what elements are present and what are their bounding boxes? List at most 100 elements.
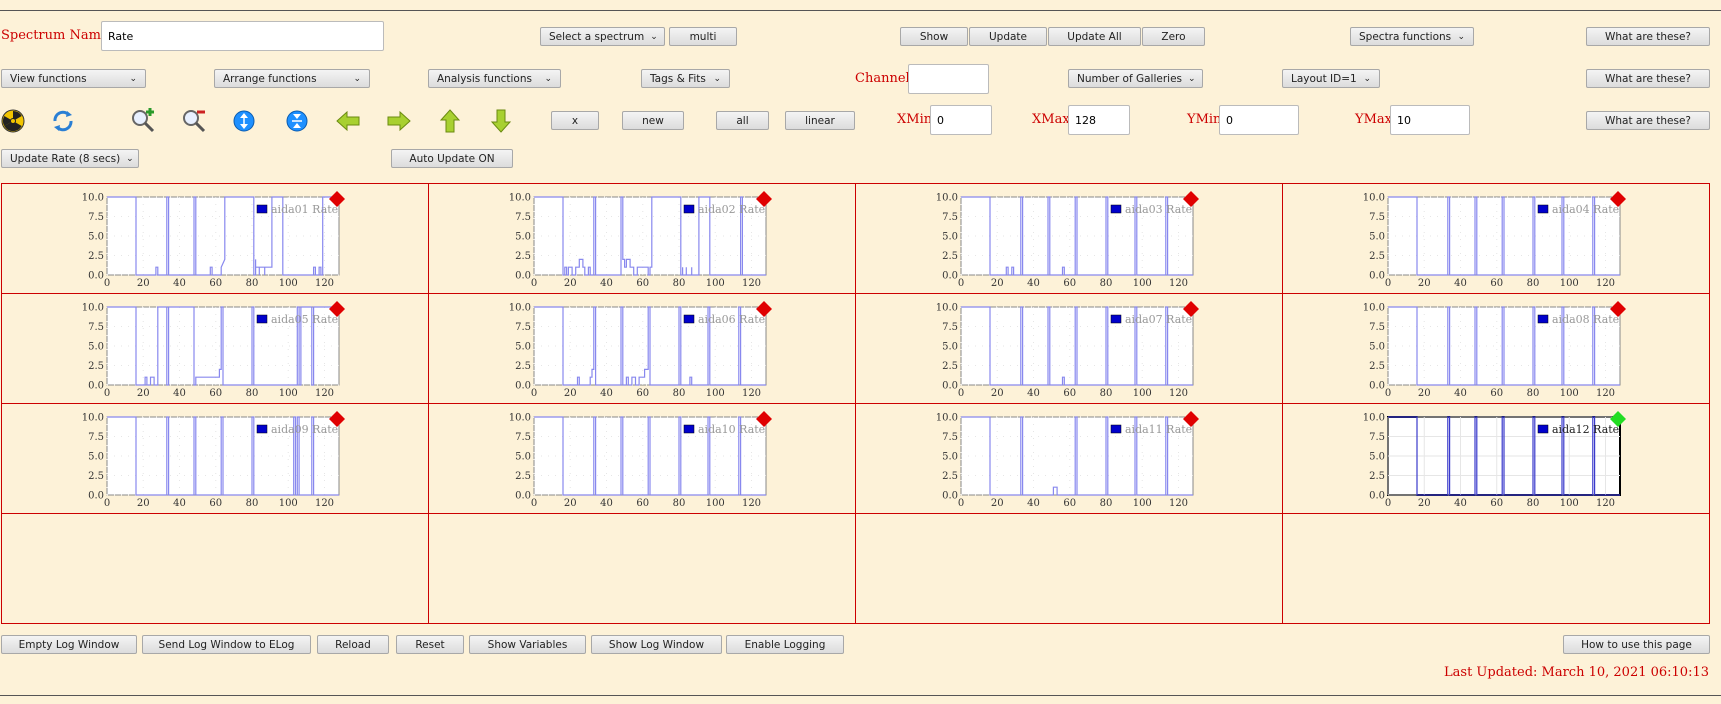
- gallery-cell[interactable]: 0 20 40 60 80 100 120 0.0 2.5 5.0 7.5 10.0 aida07 Ra…: [855, 293, 1283, 404]
- what-are-these-button-1[interactable]: What are these?: [1586, 27, 1710, 46]
- spectrum-chart[interactable]: 0 20 40 60 80 100 120 0.0 2.5 5.0 7.5 10.0 aida05 Ra…: [2, 294, 428, 403]
- zoom-out-icon[interactable]: [181, 108, 207, 134]
- zero-button[interactable]: Zero: [1142, 27, 1205, 46]
- ymax-input[interactable]: 10: [1390, 105, 1470, 135]
- layout-dropdown[interactable]: Layout ID=1 ⌄: [1282, 69, 1380, 88]
- arrow-right-icon[interactable]: [386, 108, 412, 134]
- y-tick-label: 2.5: [88, 471, 104, 482]
- enable-logging-button[interactable]: Enable Logging: [726, 635, 844, 654]
- how-to-use-button[interactable]: How to use this page: [1563, 635, 1710, 654]
- radiation-icon[interactable]: [0, 108, 26, 134]
- refresh-icon[interactable]: [50, 108, 76, 134]
- ymin-input[interactable]: 0: [1219, 105, 1299, 135]
- spectrum-chart[interactable]: 0 20 40 60 80 100 120 0.0 2.5 5.0 7.5 10.0 aida08 Ra…: [1283, 294, 1709, 403]
- channel-input[interactable]: [908, 64, 989, 94]
- spectrum-trace: [1388, 306, 1620, 386]
- spectrum-chart[interactable]: 0 20 40 60 80 100 120 0.0 2.5 5.0 7.5 10.0 aida12 Ra…: [1283, 404, 1709, 513]
- status-marker-icon[interactable]: [329, 191, 345, 207]
- gallery-cell[interactable]: 0 20 40 60 80 100 120 0.0 2.5 5.0 7.5 10.0 aida11 Ra…: [855, 403, 1283, 514]
- x-tick-label: 40: [1027, 278, 1040, 289]
- selected-marker-icon[interactable]: [1610, 411, 1626, 427]
- linear-button[interactable]: linear: [785, 111, 855, 130]
- status-marker-icon[interactable]: [329, 411, 345, 427]
- all-button[interactable]: all: [716, 111, 769, 130]
- what-are-these-button-2[interactable]: What are these?: [1586, 69, 1710, 88]
- xmax-input[interactable]: 128: [1068, 105, 1130, 135]
- status-marker-icon[interactable]: [1183, 191, 1199, 207]
- gallery-cell[interactable]: [428, 513, 856, 624]
- spectrum-chart[interactable]: 0 20 40 60 80 100 120 0.0 2.5 5.0 7.5 10.0 aida06 Ra…: [429, 294, 855, 403]
- update-rate-dropdown[interactable]: Update Rate (8 secs) ⌄: [1, 149, 139, 168]
- spectrum-name-input[interactable]: Rate: [101, 21, 384, 51]
- gallery-cell[interactable]: [1282, 513, 1710, 624]
- new-button[interactable]: new: [622, 111, 684, 130]
- status-marker-icon[interactable]: [1610, 301, 1626, 317]
- zoom-in-icon[interactable]: [130, 108, 156, 134]
- send-log-elog-button[interactable]: Send Log Window to ELog: [142, 635, 311, 654]
- x-tick-label: 80: [1527, 388, 1540, 399]
- gallery-cell[interactable]: 0 20 40 60 80 100 120 0.0 2.5 5.0 7.5 10.0 aida12 Ra…: [1282, 403, 1710, 514]
- spectrum-chart[interactable]: 0 20 40 60 80 100 120 0.0 2.5 5.0 7.5 10.0 aida10 Ra…: [429, 404, 855, 513]
- spectrum-chart[interactable]: 0 20 40 60 80 100 120 0.0 2.5 5.0 7.5 10.0 aida02 Ra…: [429, 184, 855, 293]
- gallery-cell[interactable]: 0 20 40 60 80 100 120 0.0 2.5 5.0 7.5 10.0 aida08 Ra…: [1282, 293, 1710, 404]
- gallery-cell[interactable]: 0 20 40 60 80 100 120 0.0 2.5 5.0 7.5 10.0 aida01 Ra…: [1, 183, 429, 294]
- gallery-cell[interactable]: 0 20 40 60 80 100 120 0.0 2.5 5.0 7.5 10.0 aida05 Ra…: [1, 293, 429, 404]
- show-variables-button[interactable]: Show Variables: [469, 635, 586, 654]
- gallery-cell[interactable]: 0 20 40 60 80 100 120 0.0 2.5 5.0 7.5 10.0 aida03 Ra…: [855, 183, 1283, 294]
- view-functions-dropdown[interactable]: View functions ⌄: [1, 69, 146, 88]
- status-marker-icon[interactable]: [1183, 411, 1199, 427]
- gallery-cell[interactable]: [1, 513, 429, 624]
- update-all-button[interactable]: Update All: [1048, 27, 1141, 46]
- arrow-down-icon[interactable]: [488, 108, 514, 134]
- auto-update-button[interactable]: Auto Update ON: [391, 149, 513, 168]
- gallery-cell[interactable]: 0 20 40 60 80 100 120 0.0 2.5 5.0 7.5 10.0 aida10 Ra…: [428, 403, 856, 514]
- status-marker-icon[interactable]: [756, 411, 772, 427]
- reload-button[interactable]: Reload: [317, 635, 389, 654]
- legend-swatch: [1537, 424, 1549, 434]
- spectrum-chart[interactable]: 0 20 40 60 80 100 120 0.0 2.5 5.0 7.5 10.0 aida11 Ra…: [856, 404, 1282, 513]
- gallery-cell[interactable]: 0 20 40 60 80 100 120 0.0 2.5 5.0 7.5 10.0 aida06 Ra…: [428, 293, 856, 404]
- xmin-input[interactable]: 0: [930, 105, 992, 135]
- galleries-dropdown[interactable]: Number of Galleries ⌄: [1068, 69, 1203, 88]
- x-tick-label: 100: [1560, 498, 1579, 509]
- reset-button[interactable]: Reset: [396, 635, 464, 654]
- x-tick-label: 100: [1133, 498, 1152, 509]
- status-marker-icon[interactable]: [1610, 191, 1626, 207]
- y-tick-label: 10.0: [82, 303, 104, 314]
- x-tick-label: 100: [1133, 278, 1152, 289]
- show-log-window-button[interactable]: Show Log Window: [591, 635, 722, 654]
- analysis-functions-dropdown[interactable]: Analysis functions ⌄: [428, 69, 561, 88]
- arrange-functions-label: Arrange functions: [223, 72, 317, 85]
- what-are-these-button-3[interactable]: What are these?: [1586, 111, 1710, 130]
- gallery-cell[interactable]: 0 20 40 60 80 100 120 0.0 2.5 5.0 7.5 10.0 aida04 Ra…: [1282, 183, 1710, 294]
- spectrum-chart[interactable]: 0 20 40 60 80 100 120 0.0 2.5 5.0 7.5 10.0 aida04 Ra…: [1283, 184, 1709, 293]
- status-marker-icon[interactable]: [756, 191, 772, 207]
- arrow-up-icon[interactable]: [437, 108, 463, 134]
- multi-button[interactable]: multi: [669, 27, 737, 46]
- gallery-cell[interactable]: 0 20 40 60 80 100 120 0.0 2.5 5.0 7.5 10.0 aida02 Ra…: [428, 183, 856, 294]
- gallery-cell[interactable]: 0 20 40 60 80 100 120 0.0 2.5 5.0 7.5 10.0 aida09 Ra…: [1, 403, 429, 514]
- expand-y-icon[interactable]: [231, 108, 257, 134]
- x-button[interactable]: x: [551, 111, 599, 130]
- gallery-cell[interactable]: [855, 513, 1283, 624]
- spectrum-chart[interactable]: 0 20 40 60 80 100 120 0.0 2.5 5.0 7.5 10.0 aida01 Ra…: [2, 184, 428, 293]
- arrange-functions-dropdown[interactable]: Arrange functions ⌄: [214, 69, 370, 88]
- y-tick-label: 2.5: [515, 251, 531, 262]
- select-spectrum-dropdown[interactable]: Select a spectrum ⌄: [540, 27, 665, 46]
- legend-swatch: [256, 424, 268, 434]
- y-tick-label: 0.0: [515, 491, 531, 502]
- spectra-functions-dropdown[interactable]: Spectra functions ⌄: [1350, 27, 1474, 46]
- tags-fits-dropdown[interactable]: Tags & Fits ⌄: [641, 69, 730, 88]
- arrow-left-icon[interactable]: [335, 108, 361, 134]
- empty-log-button[interactable]: Empty Log Window: [1, 635, 137, 654]
- status-marker-icon[interactable]: [1183, 301, 1199, 317]
- spectrum-chart[interactable]: 0 20 40 60 80 100 120 0.0 2.5 5.0 7.5 10.0 aida09 Ra…: [2, 404, 428, 513]
- spectrum-chart[interactable]: 0 20 40 60 80 100 120 0.0 2.5 5.0 7.5 10.0 aida07 Ra…: [856, 294, 1282, 403]
- show-button[interactable]: Show: [900, 27, 968, 46]
- update-button[interactable]: Update: [969, 27, 1047, 46]
- x-tick-label: 20: [564, 278, 577, 289]
- spectrum-chart[interactable]: 0 20 40 60 80 100 120 0.0 2.5 5.0 7.5 10.0 aida03 Ra…: [856, 184, 1282, 293]
- compress-y-icon[interactable]: [284, 108, 310, 134]
- status-marker-icon[interactable]: [756, 301, 772, 317]
- status-marker-icon[interactable]: [329, 301, 345, 317]
